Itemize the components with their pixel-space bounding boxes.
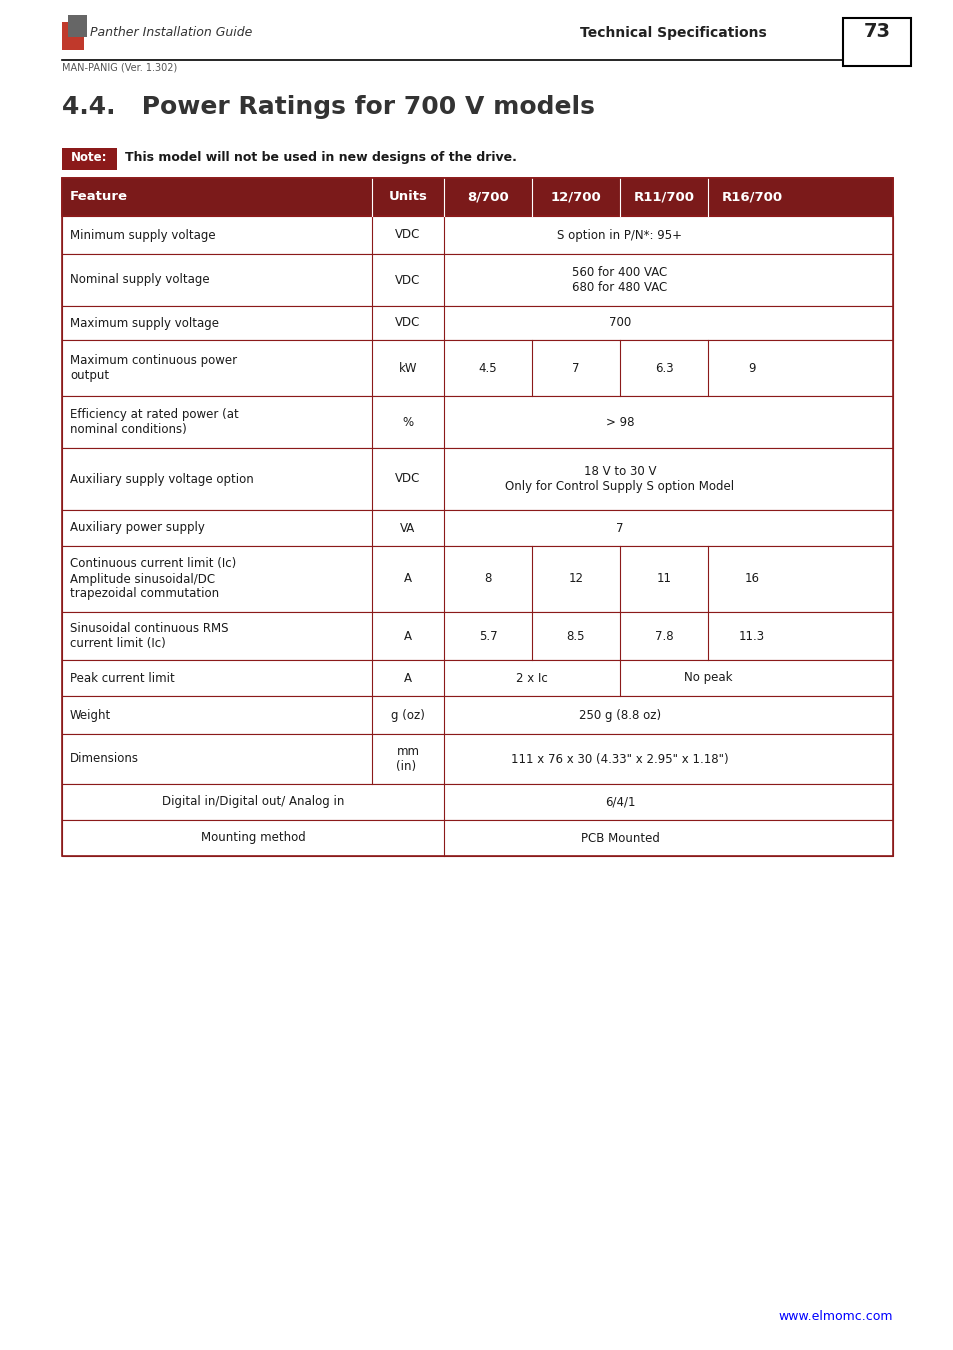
Text: Feature: Feature (70, 190, 128, 204)
Text: Digital in/Digital out/ Analog in: Digital in/Digital out/ Analog in (162, 795, 344, 809)
Text: MAN-PANIG (Ver. 1.302): MAN-PANIG (Ver. 1.302) (62, 63, 177, 73)
Text: 4.4.   Power Ratings for 700 V models: 4.4. Power Ratings for 700 V models (62, 95, 595, 119)
Text: Maximum supply voltage: Maximum supply voltage (70, 316, 219, 329)
Bar (62, 448, 892, 510)
Bar (62, 216, 892, 254)
Text: No peak: No peak (683, 671, 732, 684)
Text: Continuous current limit (Ic)
Amplitude sinusoidal/DC
trapezoidal commutation: Continuous current limit (Ic) Amplitude … (70, 558, 236, 601)
Text: 11: 11 (656, 572, 671, 586)
Text: Auxiliary supply voltage option: Auxiliary supply voltage option (70, 472, 253, 486)
Text: %: % (402, 416, 414, 428)
Text: 6/4/1: 6/4/1 (604, 795, 635, 809)
Text: Maximum continuous power
output: Maximum continuous power output (70, 354, 237, 382)
Bar (62, 340, 892, 396)
Text: Efficiency at rated power (at
nominal conditions): Efficiency at rated power (at nominal co… (70, 408, 238, 436)
Text: 7.8: 7.8 (654, 629, 673, 643)
Text: 7: 7 (616, 521, 623, 535)
Text: 18 V to 30 V
Only for Control Supply S option Model: 18 V to 30 V Only for Control Supply S o… (505, 464, 734, 493)
Bar (62, 22, 84, 50)
Text: PCB Mounted: PCB Mounted (580, 832, 659, 845)
Text: 73: 73 (862, 22, 889, 40)
Bar (68, 15, 87, 36)
Text: 12/700: 12/700 (550, 190, 600, 204)
Bar (62, 178, 892, 856)
Text: 250 g (8.8 oz): 250 g (8.8 oz) (578, 709, 660, 721)
Text: VDC: VDC (395, 274, 420, 286)
Text: R11/700: R11/700 (633, 190, 694, 204)
Text: A: A (403, 629, 412, 643)
Text: 560 for 400 VAC
680 for 480 VAC: 560 for 400 VAC 680 for 480 VAC (572, 266, 667, 294)
Text: Units: Units (388, 190, 427, 204)
Text: Mounting method: Mounting method (200, 832, 305, 845)
Text: 6.3: 6.3 (654, 362, 673, 374)
Bar (62, 148, 117, 170)
Bar (62, 784, 892, 819)
Bar (62, 254, 892, 306)
Text: VDC: VDC (395, 228, 420, 242)
Text: 7: 7 (572, 362, 579, 374)
Bar (62, 697, 892, 734)
Bar (62, 510, 892, 545)
Text: This model will not be used in new designs of the drive.: This model will not be used in new desig… (125, 151, 517, 163)
Bar (62, 819, 892, 856)
Text: Technical Specifications: Technical Specifications (579, 26, 766, 40)
Text: Weight: Weight (70, 709, 112, 721)
Text: 9: 9 (747, 362, 755, 374)
Bar (62, 178, 892, 216)
Text: Nominal supply voltage: Nominal supply voltage (70, 274, 210, 286)
Text: 8/700: 8/700 (467, 190, 508, 204)
Text: > 98: > 98 (605, 416, 634, 428)
Bar (62, 396, 892, 448)
Text: S option in P/N*: 95+: S option in P/N*: 95+ (557, 228, 681, 242)
Bar (842, 18, 910, 66)
Text: VA: VA (400, 521, 416, 535)
Text: 8: 8 (484, 572, 491, 586)
Text: mm
(in): mm (in) (396, 745, 419, 774)
Text: A: A (403, 671, 412, 684)
Text: Peak current limit: Peak current limit (70, 671, 174, 684)
Bar (62, 734, 892, 784)
Text: 4.5: 4.5 (478, 362, 497, 374)
Text: www.elmomc.com: www.elmomc.com (778, 1310, 892, 1323)
Text: Panther Installation Guide: Panther Installation Guide (90, 26, 253, 39)
Text: VDC: VDC (395, 316, 420, 329)
Text: Dimensions: Dimensions (70, 752, 139, 765)
Text: Sinusoidal continuous RMS
current limit (Ic): Sinusoidal continuous RMS current limit … (70, 622, 229, 649)
Text: VDC: VDC (395, 472, 420, 486)
Text: 5.7: 5.7 (478, 629, 497, 643)
Text: 12: 12 (568, 572, 583, 586)
Bar (62, 306, 892, 340)
Text: Note:: Note: (71, 151, 107, 163)
Text: 11.3: 11.3 (739, 629, 764, 643)
Bar (62, 612, 892, 660)
Text: R16/700: R16/700 (720, 190, 781, 204)
Bar (62, 660, 892, 697)
Text: 700: 700 (608, 316, 631, 329)
Text: A: A (403, 572, 412, 586)
Text: 111 x 76 x 30 (4.33" x 2.95" x 1.18"): 111 x 76 x 30 (4.33" x 2.95" x 1.18") (511, 752, 728, 765)
Bar (62, 545, 892, 612)
Text: 8.5: 8.5 (566, 629, 584, 643)
Text: 16: 16 (743, 572, 759, 586)
Text: 2 x Ic: 2 x Ic (516, 671, 547, 684)
Text: Auxiliary power supply: Auxiliary power supply (70, 521, 205, 535)
Text: Minimum supply voltage: Minimum supply voltage (70, 228, 215, 242)
Text: kW: kW (398, 362, 416, 374)
Text: g (oz): g (oz) (391, 709, 424, 721)
